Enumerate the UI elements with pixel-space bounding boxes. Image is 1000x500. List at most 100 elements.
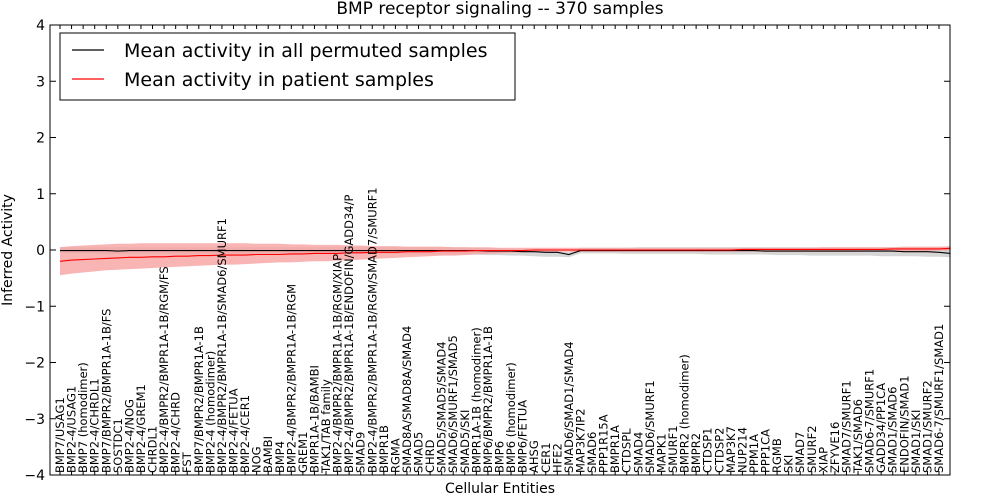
entity-label: BMPR1A bbox=[608, 425, 622, 473]
entity-label: RGMA bbox=[388, 438, 402, 473]
y-tick-label: 1 bbox=[36, 187, 45, 203]
entity-label: BMPR2 (homodimer) bbox=[678, 354, 692, 473]
legend-label-patient: Mean activity in patient samples bbox=[124, 69, 434, 91]
entity-label: CTDSPL bbox=[620, 428, 634, 473]
entity-label: MAP3K7 bbox=[724, 426, 738, 473]
entity-label: BMP2-4/BMPR2/BMPR1A-1B/RGM bbox=[284, 284, 298, 473]
y-tick-label: 3 bbox=[36, 74, 45, 90]
entity-label: SMAD6/SMAD1/SMAD4 bbox=[562, 341, 576, 473]
entity-label: SMAD7/SMURF1 bbox=[840, 380, 854, 473]
entity-label: BMP2-4/BMPR2/BMPR1A-1B/ENDOFIN/GADD34/P bbox=[342, 195, 356, 473]
entity-label: SMAD9 bbox=[354, 432, 368, 473]
chart-title: BMP receptor signaling -- 370 samples bbox=[336, 0, 663, 19]
entity-label: BMP7/USAG1 bbox=[53, 397, 67, 473]
entity-label: PPM1A bbox=[747, 434, 761, 473]
entity-label: SMAD8A/SMAD8A/SMAD4 bbox=[400, 326, 414, 473]
entity-label: MAP3K7IP2 bbox=[574, 408, 588, 473]
entity-label: SMAD6-7/SMURF1 bbox=[863, 369, 877, 473]
entity-label: BMPR1A-1B (homodimer) bbox=[469, 327, 483, 473]
entity-label: TAK1/TAB family bbox=[319, 379, 333, 474]
entity-label: BMPR1B bbox=[377, 425, 391, 473]
entity-label: SMAD1/SKI bbox=[909, 410, 923, 473]
entity-label: BMP2-4 (homodimer) bbox=[203, 351, 217, 473]
y-axis: −4 −3 −2 −1 0 1 2 3 4 bbox=[24, 18, 950, 484]
entity-label: TAK1/SMAD6 bbox=[851, 399, 865, 474]
y-tick-label: −1 bbox=[24, 299, 45, 315]
entity-label: BMP2-4/NOG bbox=[122, 399, 136, 473]
entity-label: BMP2-4/BMPR2/BMPR1A-1B/SMAD6/SMURF1 bbox=[215, 218, 229, 473]
entity-label: SMAD5/SKI bbox=[458, 410, 472, 473]
entity-label: HFE2 bbox=[550, 443, 564, 473]
entity-label: MAPK1 bbox=[654, 433, 668, 473]
entity-label: CER1 bbox=[539, 442, 553, 473]
entity-label: BMPR1A-1B/BAMBI bbox=[307, 365, 321, 473]
entity-label: AHSG bbox=[527, 440, 541, 473]
legend: Mean activity in all permuted samples Me… bbox=[59, 32, 516, 101]
entity-label: BMP2-4/BMPR2/BMPR1A-1B/RGM/FS bbox=[157, 266, 171, 473]
y-axis-title: Inferred Activity bbox=[0, 194, 16, 306]
entity-label: BMP7/BMPR2/BMPR1A-1B/FS bbox=[99, 309, 113, 473]
entity-label: NUP214 bbox=[735, 427, 749, 473]
series-lines bbox=[59, 247, 951, 262]
entity-label: BMP2-4/FETUA bbox=[227, 388, 241, 473]
entity-label: SMURF2 bbox=[805, 425, 819, 473]
entity-label: NOG bbox=[250, 446, 264, 473]
entity-label: BMP2-4/BMPR2/BMPR1A-1B/RGM/XIAP bbox=[331, 254, 345, 473]
entity-label: XIAP bbox=[816, 447, 830, 473]
entity-label: PPP1CA bbox=[759, 429, 773, 473]
entity-label: BMP7/BMPR2/BMPR1A-1B bbox=[192, 326, 206, 473]
entity-label: ENDOFIN/SMAD1 bbox=[897, 375, 911, 473]
x-axis-title: Cellular Entities bbox=[445, 481, 555, 497]
entity-label: BMP4 bbox=[273, 441, 287, 473]
entity-label: SOSTDC1 bbox=[111, 418, 125, 473]
legend-box bbox=[59, 32, 516, 101]
entity-label: BMP6 bbox=[493, 441, 507, 473]
plot-frame bbox=[49, 24, 951, 476]
entity-label: BMP2-4/USAG1 bbox=[65, 386, 79, 473]
entity-label: RGMB bbox=[770, 438, 784, 473]
y-tick-label: −2 bbox=[24, 356, 45, 372]
entity-label: CTDSP1 bbox=[701, 428, 715, 473]
entity-label: ZFYVE16 bbox=[828, 422, 842, 473]
entity-label: BMP6/BMPR2/BMPR1A-1B bbox=[481, 326, 495, 473]
y-tick-label: 2 bbox=[36, 131, 45, 147]
entity-label: BMP2-4/CER1 bbox=[238, 395, 252, 473]
entity-label: BAMBI bbox=[261, 436, 275, 473]
entity-label: SMAD6/SMURF1 bbox=[643, 380, 657, 473]
patient-mean-line bbox=[59, 247, 951, 262]
entity-label: CTDSP2 bbox=[712, 428, 726, 473]
entity-label: SMAD1/SMURF2 bbox=[920, 380, 934, 473]
entity-label: GADD34/PP1CA bbox=[874, 383, 888, 473]
entity-label: BMP6 (homodimer) bbox=[504, 362, 518, 473]
entity-label: BMP6/FETUA bbox=[516, 400, 530, 473]
entity-label: BMP2-4/CHRDL1 bbox=[88, 378, 102, 473]
entity-label: SMAD4 bbox=[631, 432, 645, 473]
entity-label: SMAD6 bbox=[585, 432, 599, 473]
y-tick-label: −4 bbox=[24, 468, 45, 484]
y-tick-label: 0 bbox=[36, 243, 45, 259]
entity-label: SMAD5 bbox=[412, 432, 426, 473]
y-tick-label: −3 bbox=[24, 412, 45, 428]
entity-label: BMP7 (homodimer) bbox=[76, 362, 90, 473]
entity-label: BMP2-4/GREM1 bbox=[134, 384, 148, 473]
entity-label: SMAD6-7/SMURF1/SMAD1 bbox=[932, 324, 946, 473]
entity-label: BMPR2 bbox=[689, 433, 703, 473]
entity-label: SKI bbox=[782, 455, 796, 473]
entity-label: CHRDL1 bbox=[146, 426, 160, 473]
entity-label: SMAD1/SMAD6 bbox=[886, 387, 900, 473]
entity-label: PPP1R15A bbox=[597, 414, 611, 473]
entity-label: SMAD5/SMAD5/SMAD4 bbox=[435, 341, 449, 473]
entity-label: BMP2-4/CHRD bbox=[169, 392, 183, 473]
entity-label: SMAD6/SMURF1/SMAD5 bbox=[446, 335, 460, 473]
entity-label: BMP2-4/BMPR2/BMPR1A-1B/RGM/SMAD7/SMURF1 bbox=[365, 187, 379, 473]
entity-label: FST bbox=[180, 451, 194, 473]
entity-label: SMAD7 bbox=[793, 432, 807, 473]
x-axis-ticks bbox=[59, 25, 940, 475]
y-tick-label: 4 bbox=[36, 18, 45, 34]
entity-label: CHRD bbox=[423, 439, 437, 473]
patient-band bbox=[60, 243, 951, 276]
legend-label-permuted: Mean activity in all permuted samples bbox=[124, 40, 487, 62]
entity-label: SMURF1 bbox=[666, 425, 680, 473]
